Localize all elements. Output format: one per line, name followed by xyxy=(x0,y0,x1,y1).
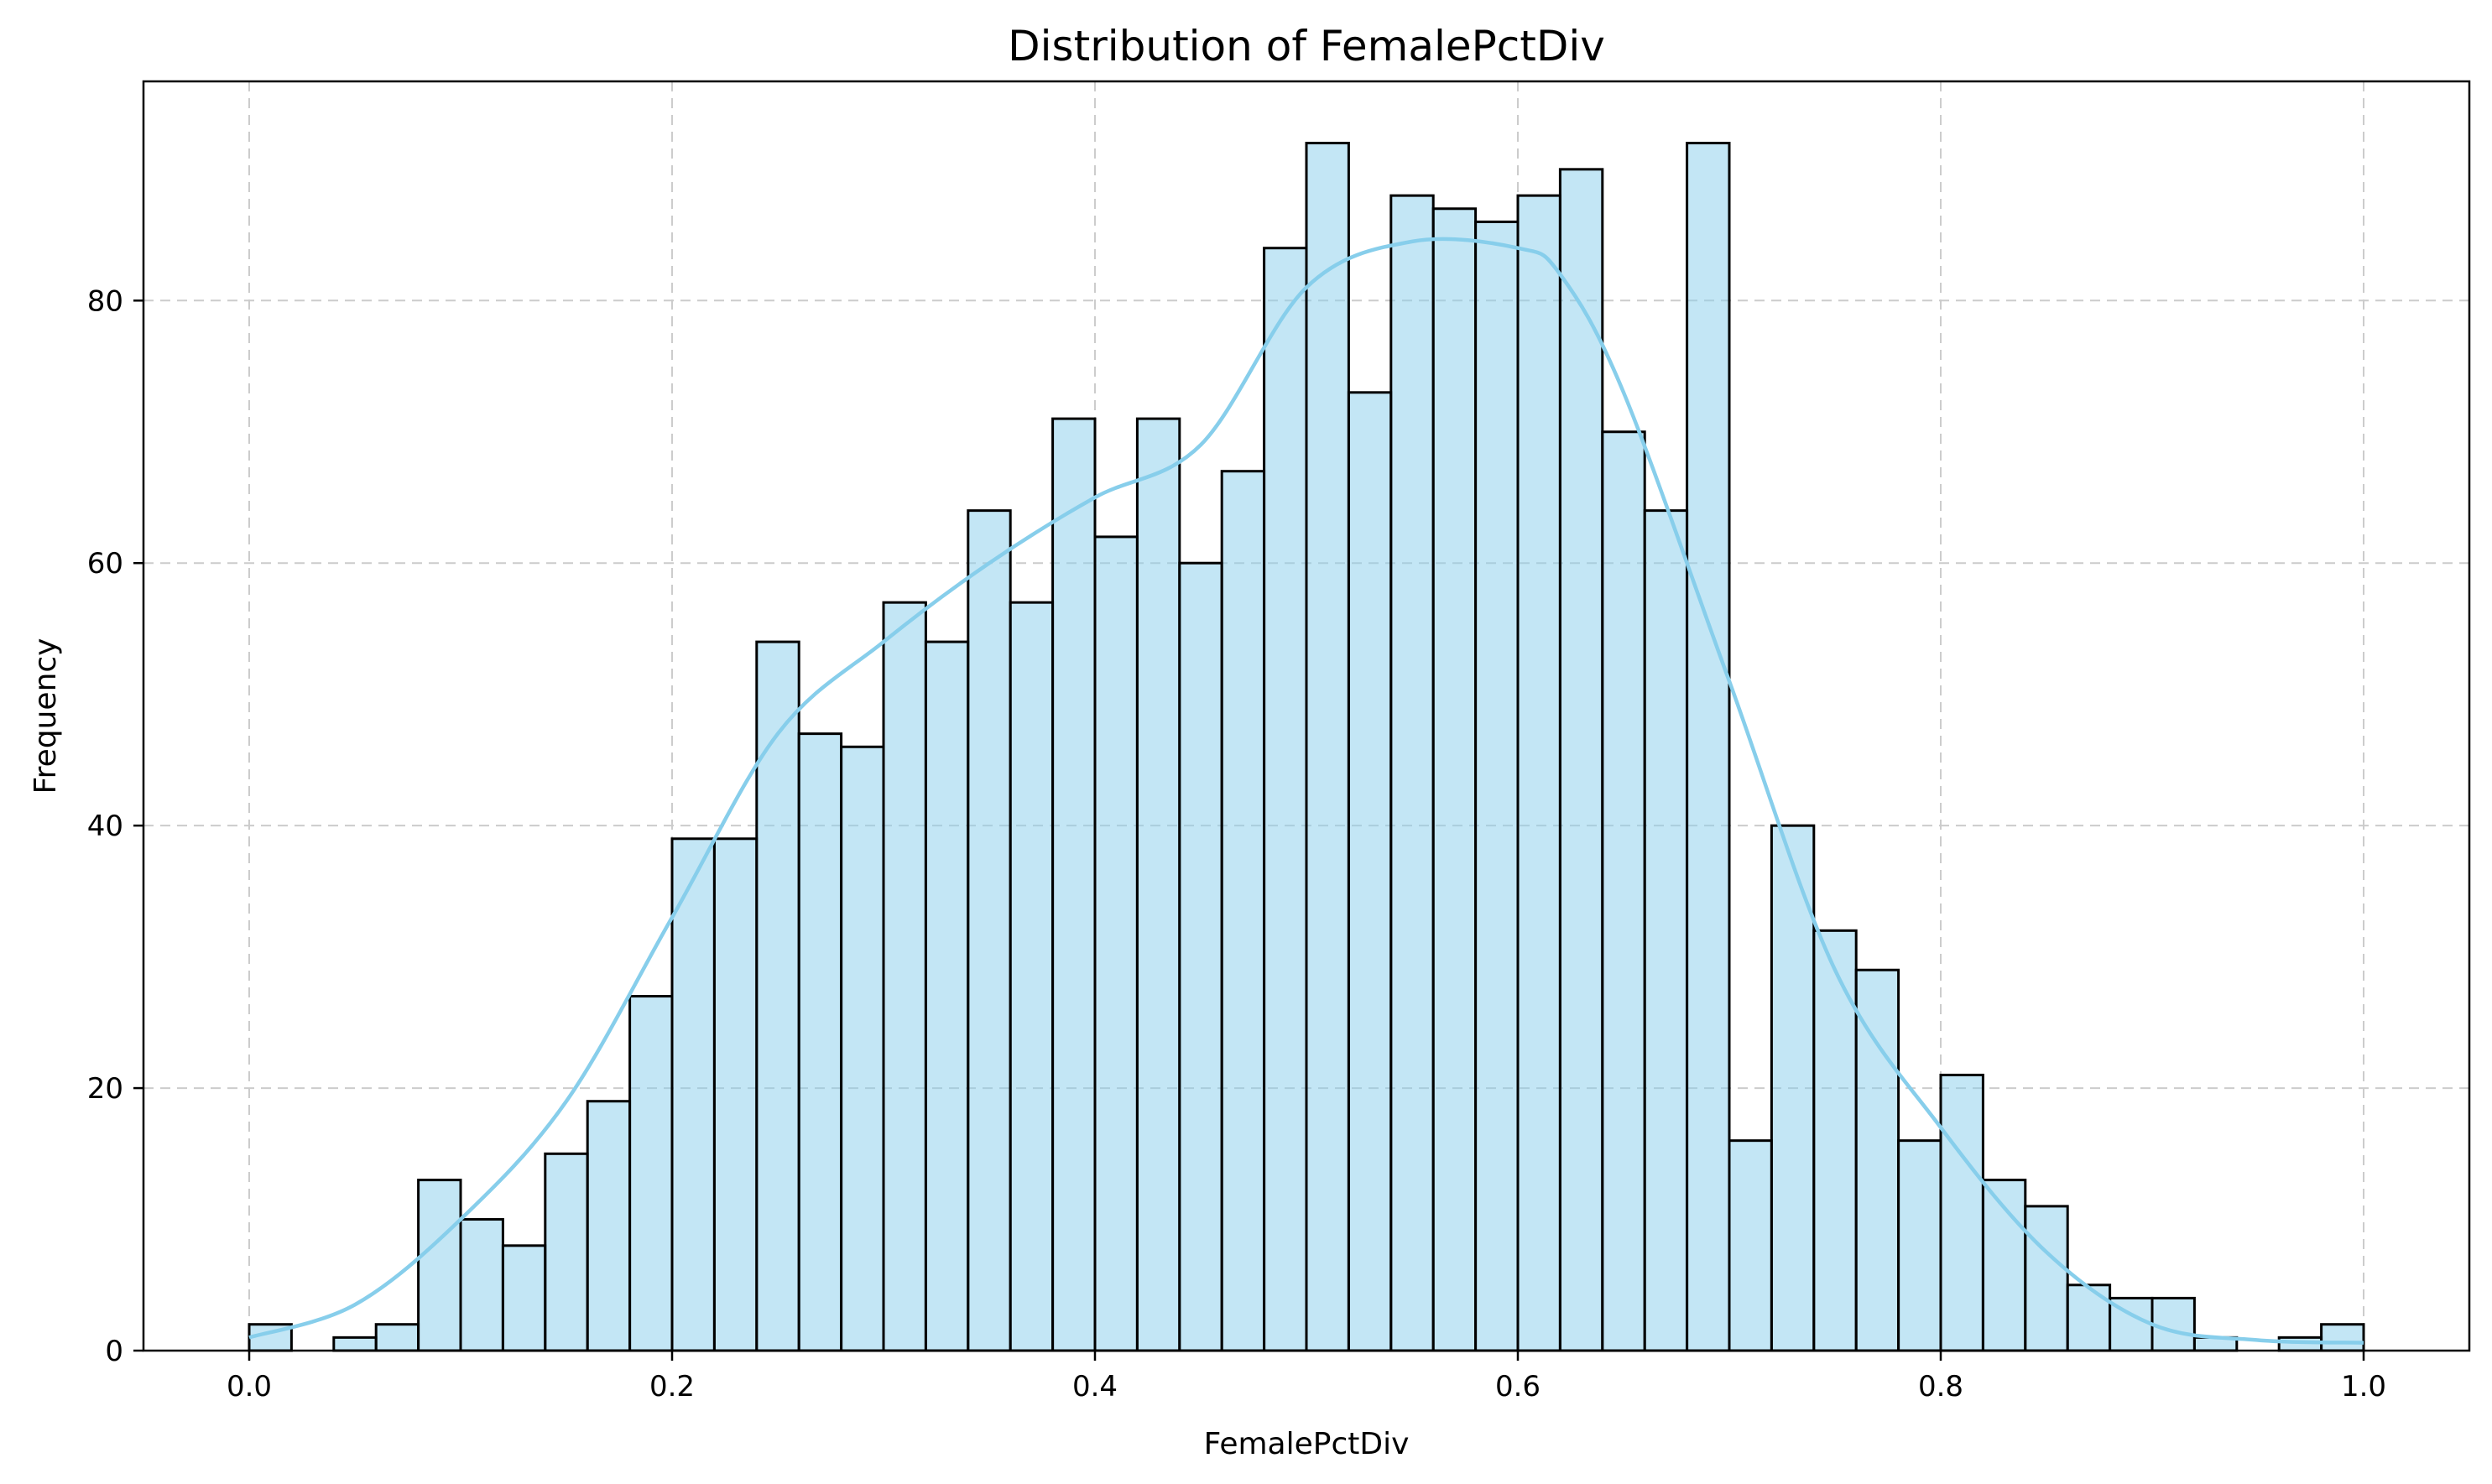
x-axis-label: FemalePctDiv xyxy=(1204,1427,1410,1461)
histogram-bar xyxy=(1178,561,1223,1352)
histogram-bar xyxy=(1686,142,1731,1352)
histogram-bar xyxy=(1601,430,1646,1352)
histogram-bar xyxy=(2066,1284,2112,1352)
histogram-bar xyxy=(332,1336,378,1352)
y-tick-label: 80 xyxy=(87,284,123,318)
y-axis-ticks: 0 20 40 60 80 xyxy=(87,284,143,1368)
histogram-bar xyxy=(1431,207,1478,1352)
histogram-bars xyxy=(248,142,2365,1352)
histogram-bar xyxy=(586,1100,632,1352)
kde-curve xyxy=(248,237,2364,1345)
histogram-bar xyxy=(1854,968,1900,1352)
histogram-bar xyxy=(1516,194,1561,1352)
x-tick-label: 1.0 xyxy=(2341,1370,2386,1403)
histogram-bar xyxy=(882,601,927,1352)
histogram-bar xyxy=(967,509,1012,1352)
histogram-bar xyxy=(1135,417,1181,1352)
histogram-bar xyxy=(1643,509,1689,1352)
y-tick-label: 40 xyxy=(87,810,123,843)
histogram-bar xyxy=(1474,220,1520,1352)
histogram-bar xyxy=(1220,470,1266,1352)
histogram-bar xyxy=(1897,1139,1942,1352)
histogram-bar xyxy=(544,1152,589,1352)
histogram-bar xyxy=(797,732,843,1352)
histogram-bar xyxy=(1728,1139,1773,1352)
histogram-bar xyxy=(1770,824,1816,1352)
chart-title: Distribution of FemalePctDiv xyxy=(1008,22,1605,70)
x-tick-label: 0.0 xyxy=(227,1370,272,1403)
y-tick-label: 0 xyxy=(105,1335,123,1368)
histogram-bar xyxy=(2320,1323,2365,1352)
x-tick-label: 0.8 xyxy=(1918,1370,1963,1403)
histogram-bar xyxy=(1939,1073,1984,1352)
plot-frame xyxy=(142,80,2471,1352)
histogram-bar xyxy=(1009,601,1055,1352)
histogram-bar xyxy=(2151,1296,2196,1352)
y-tick-label: 20 xyxy=(87,1072,123,1106)
histogram-bar xyxy=(1812,929,1858,1352)
x-tick-label: 0.2 xyxy=(649,1370,695,1403)
histogram-bar xyxy=(712,837,759,1352)
histogram-bar xyxy=(459,1218,504,1352)
y-axis-label: Frequency xyxy=(29,638,63,794)
histogram-bar xyxy=(840,745,885,1352)
histogram-bar xyxy=(924,640,970,1352)
histogram-bar xyxy=(1389,194,1435,1352)
histogram-bar xyxy=(1558,168,1604,1352)
histogram-bar xyxy=(670,837,716,1352)
histogram-bar xyxy=(374,1323,420,1352)
x-axis-ticks: 0.0 0.2 0.4 0.6 0.8 1.0 xyxy=(227,1351,2386,1403)
histogram-bar xyxy=(501,1244,547,1352)
x-tick-label: 0.4 xyxy=(1072,1370,1118,1403)
histogram-bar xyxy=(417,1179,462,1352)
histogram-bar xyxy=(1347,391,1393,1352)
histogram-bar xyxy=(1093,535,1139,1352)
histogram-bar xyxy=(1051,417,1097,1352)
histogram-bar xyxy=(628,995,674,1352)
x-tick-label: 0.6 xyxy=(1495,1370,1541,1403)
histogram-bar xyxy=(755,640,800,1352)
y-tick-label: 60 xyxy=(87,547,123,581)
histogram-bar xyxy=(2024,1205,2069,1352)
histogram-bar xyxy=(1263,247,1308,1352)
histogram-bar xyxy=(1305,142,1350,1352)
